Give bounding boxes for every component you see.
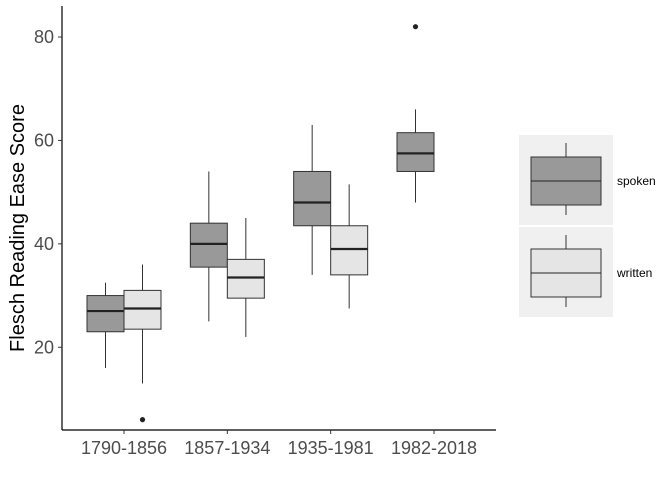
box-spoken-1857-1934 [189, 222, 228, 268]
y-tick-label-20: 20 [34, 337, 54, 357]
box-spoken-1790-1856 [86, 295, 125, 333]
x-tick-label-1982-2018: 1982-2018 [391, 438, 477, 458]
y-tick-label-40: 40 [34, 234, 54, 254]
legend-label-written: written [616, 266, 652, 280]
outlier-spoken-1982-2018-0 [412, 24, 419, 30]
x-tick-label-1935-1981: 1935-1981 [288, 438, 374, 458]
box-spoken-1982-2018 [396, 132, 435, 172]
y-tick-label-80: 80 [34, 27, 54, 47]
y-axis-title: Flesch Reading Ease Score [7, 104, 29, 352]
box-written-1790-1856 [123, 289, 162, 330]
x-tick-label-1857-1934: 1857-1934 [184, 438, 270, 458]
box-written-1857-1934 [226, 258, 265, 299]
legend: spoken written [519, 135, 656, 317]
box-spoken-1935-1981 [293, 170, 332, 227]
legend-label-spoken: spoken [617, 174, 656, 188]
axes: 20 40 60 80 1790-1856 1857-1934 1935-1981 1982-… [34, 6, 496, 458]
y-tick-label-60: 60 [34, 130, 54, 150]
plot-area [86, 24, 435, 423]
outlier-written-1790-1856-0 [139, 417, 146, 423]
x-tick-label-1790-1856: 1790-1856 [81, 438, 167, 458]
box-written-1935-1981 [330, 225, 369, 276]
